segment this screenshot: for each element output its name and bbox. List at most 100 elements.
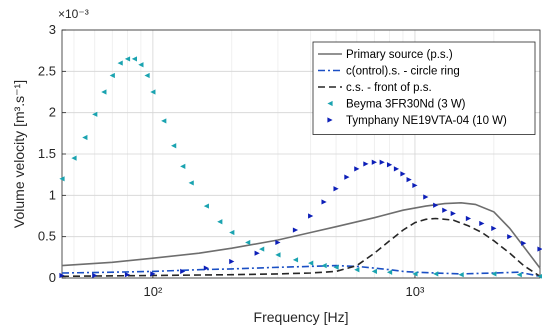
data-point bbox=[442, 207, 448, 213]
data-point bbox=[406, 177, 412, 183]
data-point bbox=[161, 118, 167, 124]
y-tick-label: 2 bbox=[49, 105, 56, 120]
data-point bbox=[124, 56, 131, 62]
y-tick-label: 3 bbox=[49, 22, 56, 37]
data-point bbox=[433, 202, 439, 208]
data-point bbox=[333, 264, 339, 270]
series-2 bbox=[61, 264, 541, 278]
data-point bbox=[400, 171, 406, 177]
legend: Primary source (p.s.) c(ontrol).s. - circ… bbox=[312, 41, 536, 135]
data-point bbox=[393, 166, 400, 172]
data-point bbox=[292, 257, 299, 263]
legend-entry: Primary source (p.s.) bbox=[318, 49, 453, 61]
data-point bbox=[412, 182, 418, 189]
legend-label: Tymphany NE19VTA-04 (10 W) bbox=[346, 115, 507, 127]
data-point bbox=[521, 240, 527, 246]
data-point bbox=[245, 239, 251, 246]
series-3 bbox=[61, 217, 541, 278]
x-axis-label: Frequency [Hz] bbox=[254, 309, 349, 325]
legend-entry: Beyma 3FR30Nd (3 W) bbox=[327, 99, 466, 111]
legend-label: c(ontrol).s. - circle ring bbox=[346, 66, 460, 78]
data-point bbox=[491, 225, 497, 231]
data-point bbox=[203, 265, 209, 271]
legend-label: Primary source (p.s.) bbox=[346, 49, 453, 61]
y-tick-label: 2.5 bbox=[38, 63, 56, 78]
y-tick-label: 0 bbox=[49, 270, 56, 285]
legend-label: Beyma 3FR30Nd (3 W) bbox=[346, 99, 466, 111]
data-point bbox=[386, 269, 393, 275]
data-point bbox=[259, 246, 265, 252]
data-point bbox=[333, 186, 339, 192]
data-point bbox=[101, 89, 107, 95]
data-point bbox=[150, 271, 156, 277]
data-point bbox=[82, 134, 88, 141]
data-point bbox=[229, 258, 235, 265]
data-point bbox=[124, 272, 131, 278]
data-point bbox=[386, 162, 393, 168]
data-point bbox=[491, 271, 497, 277]
data-point bbox=[188, 180, 194, 186]
data-point bbox=[292, 227, 299, 233]
y-axis-label: Volume velocity [m³.s⁻¹] bbox=[11, 80, 27, 228]
legend-entry: Tymphany NE19VTA-04 (10 W) bbox=[327, 115, 507, 127]
data-point bbox=[109, 72, 115, 79]
data-point bbox=[321, 199, 327, 205]
data-point bbox=[92, 111, 98, 117]
data-point bbox=[537, 246, 542, 252]
data-point bbox=[354, 166, 360, 172]
y-tick-label: 1 bbox=[49, 187, 56, 202]
data-point bbox=[275, 239, 281, 246]
data-point bbox=[229, 229, 235, 236]
data-point bbox=[479, 220, 485, 227]
legend-label: c.s. - front of p.s. bbox=[346, 82, 432, 94]
data-point bbox=[458, 272, 464, 278]
data-point bbox=[433, 271, 439, 277]
legend-swatch bbox=[327, 117, 333, 123]
data-point bbox=[217, 219, 223, 225]
data-point bbox=[423, 194, 429, 200]
grid bbox=[62, 29, 540, 279]
data-point bbox=[363, 161, 369, 167]
series-1 bbox=[61, 201, 541, 269]
data-point bbox=[507, 234, 513, 240]
legend-entry: c.s. - front of p.s. bbox=[318, 82, 432, 94]
data-point bbox=[92, 272, 98, 279]
data-point bbox=[180, 163, 186, 169]
x-tick-label: 10³ bbox=[406, 284, 425, 299]
data-point bbox=[354, 267, 360, 273]
data-point bbox=[275, 252, 281, 258]
data-point bbox=[171, 143, 177, 149]
data-point bbox=[150, 89, 156, 95]
data-point bbox=[308, 260, 314, 266]
axis-ticks: 0 0.5 1 1.5 2 2.5 3 10² 10³ bbox=[38, 22, 425, 299]
data-point bbox=[131, 56, 137, 62]
data-point bbox=[59, 176, 65, 182]
data-point bbox=[59, 272, 65, 279]
data-point bbox=[203, 203, 209, 209]
series-layer bbox=[59, 56, 542, 279]
series-line bbox=[61, 264, 541, 278]
series-line bbox=[61, 201, 541, 269]
legend-swatch bbox=[327, 100, 333, 107]
data-point bbox=[344, 174, 350, 180]
data-point bbox=[379, 159, 385, 165]
data-point bbox=[371, 159, 377, 165]
data-point bbox=[138, 62, 144, 68]
legend-entry: c(ontrol).s. - circle ring bbox=[318, 66, 460, 78]
data-point bbox=[516, 272, 522, 278]
y-tick-label: 0.5 bbox=[38, 229, 56, 244]
data-point bbox=[117, 60, 123, 66]
legend-box bbox=[312, 41, 536, 135]
series-4 bbox=[59, 56, 542, 279]
data-point bbox=[321, 263, 327, 269]
data-point bbox=[450, 210, 456, 217]
data-point bbox=[308, 213, 314, 219]
data-point bbox=[71, 155, 77, 161]
y-tick-label: 1.5 bbox=[38, 146, 56, 161]
series-5 bbox=[59, 159, 542, 279]
data-point bbox=[144, 72, 150, 79]
data-point bbox=[180, 268, 186, 274]
series-line bbox=[61, 217, 541, 278]
x-tick-label: 10² bbox=[143, 284, 162, 299]
